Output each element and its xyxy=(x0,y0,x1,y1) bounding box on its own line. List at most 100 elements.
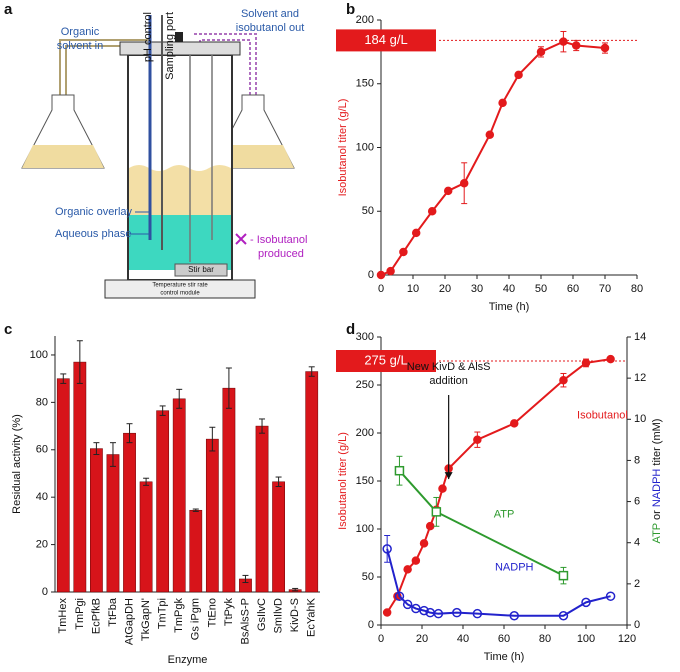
x-tick-label: TmPgk xyxy=(173,598,185,633)
x-tick-label: BsAlsS-P xyxy=(239,598,251,644)
x-tick-label: TmPgi xyxy=(74,598,86,630)
marker xyxy=(559,37,568,46)
marker xyxy=(403,565,412,574)
bar xyxy=(222,387,236,593)
y-tick-label: 0 xyxy=(42,586,48,598)
y2-label-part: NADPH xyxy=(651,469,663,508)
x-tick-label: 120 xyxy=(618,633,636,645)
label: Sampling port xyxy=(164,12,176,80)
x-tick-label: TmHex xyxy=(57,598,69,634)
y-tick-label: 100 xyxy=(356,141,374,153)
x-tick-label: TtPyk xyxy=(223,598,235,627)
x-tick-label: SmIlvD xyxy=(273,598,285,634)
label: pH control xyxy=(142,12,154,62)
label: Solvent and xyxy=(241,8,299,20)
annotation-label: 275 g/L xyxy=(364,352,407,367)
marker xyxy=(433,608,444,619)
bar xyxy=(106,454,120,593)
y-tick-label: 0 xyxy=(368,269,374,281)
y2-axis-label: ATP or NADPH titer (mM) xyxy=(651,419,663,544)
bar xyxy=(139,481,153,593)
x-tick-label: 10 xyxy=(407,283,419,295)
marker xyxy=(558,570,569,581)
organic-layer xyxy=(129,165,231,215)
marker xyxy=(606,354,615,364)
marker xyxy=(443,186,453,196)
bar xyxy=(56,378,70,593)
marker xyxy=(411,228,421,238)
x-axis-label: Enzyme xyxy=(168,654,208,666)
y2-tick-label: 10 xyxy=(634,413,646,425)
marker xyxy=(419,605,429,616)
x-tick-label: EcPfkB xyxy=(90,598,102,634)
y2-tick-label: 12 xyxy=(634,372,646,384)
y2-tick-label: 0 xyxy=(634,619,640,631)
note: addition xyxy=(429,375,468,387)
marker xyxy=(514,70,523,80)
y2-tick-label: 6 xyxy=(634,495,640,507)
series-label: Isobutanol xyxy=(577,410,628,422)
y-axis-label: Isobutanol titer (g/L) xyxy=(337,432,349,530)
annotation-label: 184 g/L xyxy=(364,32,407,47)
marker xyxy=(431,507,442,517)
y-tick-label: 200 xyxy=(356,14,374,26)
marker xyxy=(459,178,469,188)
line xyxy=(386,358,611,614)
label: isobutanol out xyxy=(236,22,305,34)
control-module xyxy=(104,279,256,299)
x-tick-label: 100 xyxy=(577,633,595,645)
x-tick-label: AtGapDH xyxy=(123,598,135,645)
panel-a: a Stir bar Temperature stir rate control… xyxy=(4,1,307,299)
x-tick-label: KivD-S xyxy=(289,598,301,632)
stir-bar xyxy=(174,263,228,277)
y-tick-label: 250 xyxy=(356,379,374,391)
x-tick-label: 80 xyxy=(631,283,643,295)
marker xyxy=(402,599,413,610)
panel-label: b xyxy=(346,1,355,18)
x-tick-label: TkGapN' xyxy=(140,598,152,641)
x-tick-label: 60 xyxy=(567,283,579,295)
module-label: control module xyxy=(160,291,200,297)
label: Aqueous phase xyxy=(55,228,131,240)
marker xyxy=(376,270,386,280)
panel-label: a xyxy=(4,1,13,18)
marker xyxy=(571,41,581,50)
y2-tick-label: 8 xyxy=(634,454,640,466)
panel-label: d xyxy=(346,321,355,338)
aqueous-layer xyxy=(129,215,231,270)
y-tick-label: 150 xyxy=(356,475,374,487)
x-tick-label: TmTpi xyxy=(157,598,169,629)
x-tick-label: TtEno xyxy=(206,598,218,627)
bar xyxy=(123,432,136,593)
line xyxy=(386,548,611,617)
series-label: NADPH xyxy=(495,561,534,573)
marker xyxy=(536,47,546,57)
stir-bar-label: Stir bar xyxy=(188,265,214,274)
x-tick-label: 60 xyxy=(498,633,510,645)
marker xyxy=(382,608,392,617)
y2-label-part: titer (mM) xyxy=(651,419,663,469)
marker xyxy=(472,608,483,619)
y-tick-label: 60 xyxy=(36,444,48,456)
x-axis-label: Time (h) xyxy=(484,651,525,663)
y-tick-label: 40 xyxy=(36,491,48,503)
label: - Isobutanol xyxy=(250,234,307,246)
y-axis-label: Isobutanol titer (g/L) xyxy=(337,99,349,197)
marker xyxy=(600,43,610,53)
y2-tick-label: 4 xyxy=(634,537,640,549)
x-tick-label: 50 xyxy=(535,283,547,295)
marker xyxy=(411,556,421,565)
y-axis-label: Residual activity (%) xyxy=(11,414,23,514)
marker xyxy=(510,419,519,428)
x-tick-label: 40 xyxy=(503,283,515,295)
marker xyxy=(394,465,405,476)
y-tick-label: 0 xyxy=(368,619,374,631)
bar xyxy=(90,448,103,593)
y-tick-label: 300 xyxy=(356,331,374,343)
y-tick-label: 150 xyxy=(356,78,374,90)
line xyxy=(380,40,606,276)
marker xyxy=(438,484,447,493)
marker xyxy=(473,435,482,444)
y-tick-label: 20 xyxy=(36,538,48,550)
